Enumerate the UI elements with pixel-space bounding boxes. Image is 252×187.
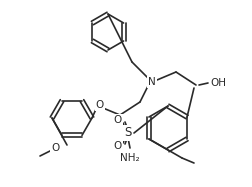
Text: O: O (51, 143, 59, 153)
Text: O: O (114, 141, 122, 151)
Text: S: S (124, 126, 132, 140)
Text: NH₂: NH₂ (120, 153, 140, 163)
Text: OH: OH (210, 78, 226, 88)
Text: O: O (114, 115, 122, 125)
Text: O: O (96, 100, 104, 110)
Text: N: N (148, 77, 156, 87)
